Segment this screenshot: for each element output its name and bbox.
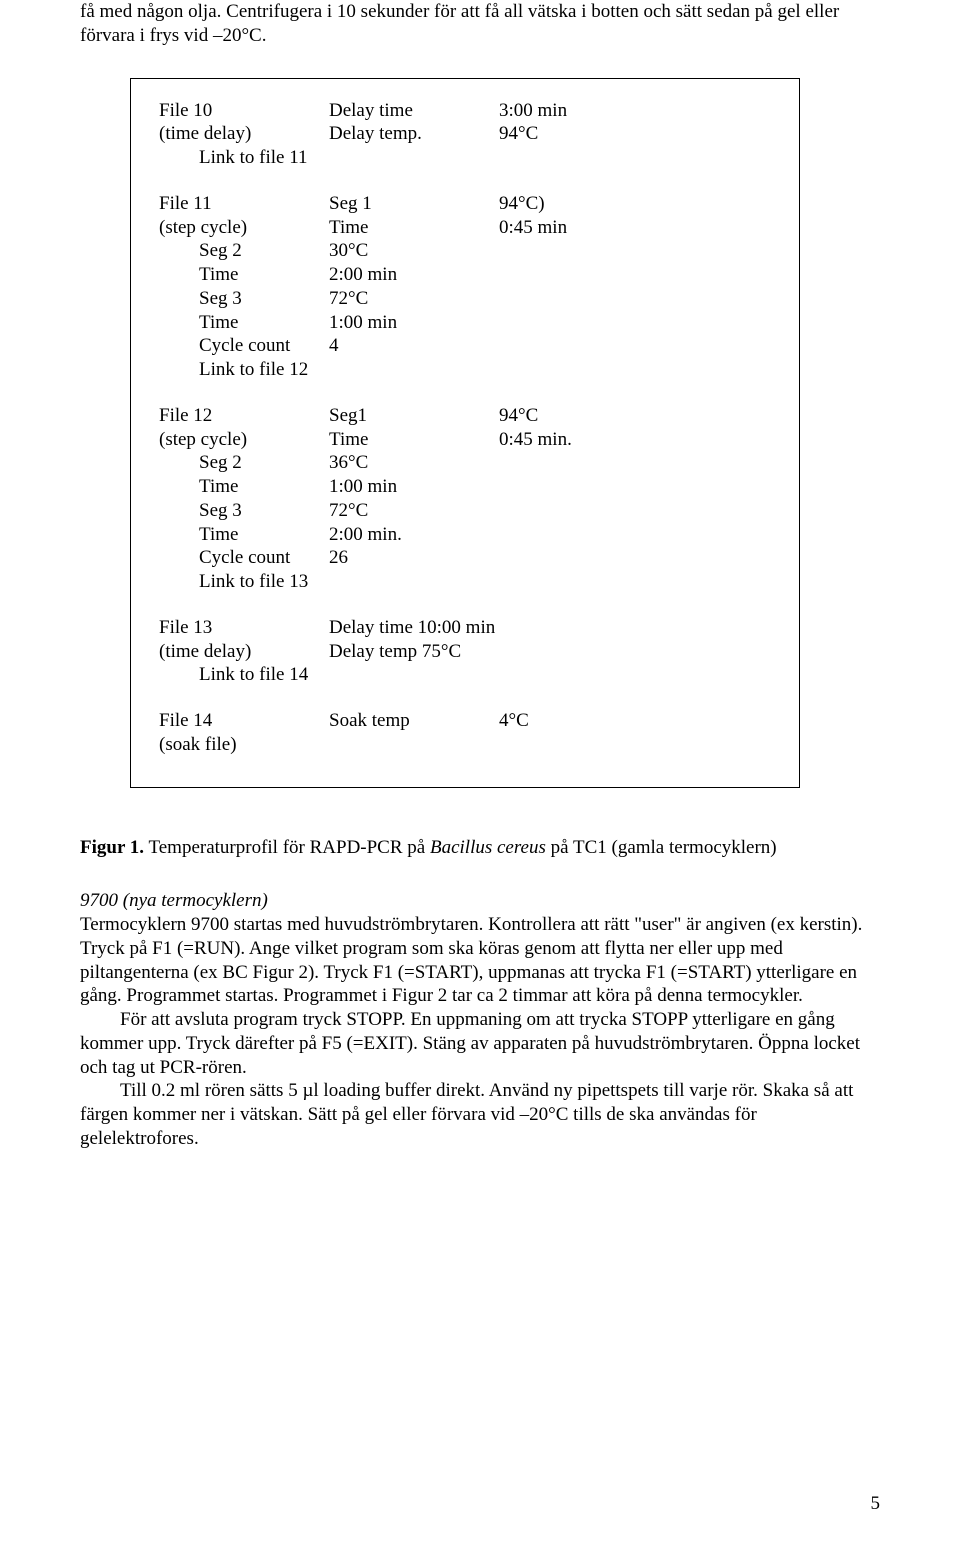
file12-seg1-label: Seg1 <box>329 404 499 428</box>
file11-label: File 11 <box>159 192 329 216</box>
file13-block: File 13 Delay time 10:00 min (time delay… <box>159 616 771 687</box>
figure-caption: Figur 1. Temperaturprofil för RAPD-PCR p… <box>80 836 880 860</box>
file11-row: Seg 3 <box>199 287 329 311</box>
file11-block: File 11 Seg 1 94°C) (step cycle) Time 0:… <box>159 192 771 382</box>
file12-row: Seg 3 <box>199 499 329 523</box>
file12-row: Time <box>199 523 329 547</box>
file11-row: Time <box>199 311 329 335</box>
file12-seg1-value: 94°C <box>499 404 649 428</box>
file12-type: (step cycle) <box>159 428 329 452</box>
file12-val: 72°C <box>329 499 499 523</box>
file12-block: File 12 Seg1 94°C (step cycle) Time 0:45… <box>159 404 771 594</box>
page: få med någon olja. Centrifugera i 10 sek… <box>0 0 960 1543</box>
file14-soak-value: 4°C <box>499 709 649 733</box>
file12-link: Link to file 13 <box>199 570 308 594</box>
file11-val: 1:00 min <box>329 311 499 335</box>
file14-soak-label: Soak temp <box>329 709 499 733</box>
file11-val: 2:00 min <box>329 263 499 287</box>
file13-link: Link to file 14 <box>199 663 308 687</box>
caption-text-b: på TC1 (gamla termocyklern) <box>546 837 777 858</box>
file12-row: Cycle count <box>199 546 329 570</box>
body-p3: Till 0.2 ml rören sätts 5 µl loading buf… <box>80 1079 880 1150</box>
file11-row: Seg 2 <box>199 239 329 263</box>
file13-delay-time: Delay time 10:00 min <box>329 616 649 640</box>
file10-type: (time delay) <box>159 122 329 146</box>
file11-seg1-value: 94°C) <box>499 192 649 216</box>
file13-label: File 13 <box>159 616 329 640</box>
page-number: 5 <box>871 1493 881 1515</box>
caption-text-a: Temperaturprofil för RAPD-PCR på <box>144 837 430 858</box>
file11-link: Link to file 12 <box>199 358 308 382</box>
file11-seg1-label: Seg 1 <box>329 192 499 216</box>
file12-val: 2:00 min. <box>329 523 499 547</box>
protocol-box: File 10 Delay time 3:00 min (time delay)… <box>130 78 800 788</box>
body-p2: För att avsluta program tryck STOPP. En … <box>80 1008 880 1079</box>
file12-val: 26 <box>329 546 499 570</box>
body-heading: 9700 (nya termocyklern) <box>80 889 880 913</box>
file11-row: Time <box>199 263 329 287</box>
file14-type: (soak file) <box>159 733 329 757</box>
file12-val: 1:00 min <box>329 475 499 499</box>
body-p1: Termocyklern 9700 startas med huvudström… <box>80 913 880 1008</box>
file10-link: Link to file 11 <box>199 146 308 170</box>
file13-delay-temp: Delay temp 75°C <box>329 640 649 664</box>
file11-val: 4 <box>329 334 499 358</box>
file11-val: 72°C <box>329 287 499 311</box>
file10-delay-temp-label: Delay temp. <box>329 122 499 146</box>
file11-time-value: 0:45 min <box>499 216 649 240</box>
file12-label: File 12 <box>159 404 329 428</box>
file13-type: (time delay) <box>159 640 329 664</box>
file12-val: 36°C <box>329 451 499 475</box>
file10-delay-time-label: Delay time <box>329 99 499 123</box>
file11-time-label: Time <box>329 216 499 240</box>
figure-label: Figur 1. <box>80 837 144 858</box>
file12-row: Seg 2 <box>199 451 329 475</box>
file14-block: File 14 Soak temp 4°C (soak file) <box>159 709 771 757</box>
file12-time-label: Time <box>329 428 499 452</box>
file11-type: (step cycle) <box>159 216 329 240</box>
intro-paragraph: få med någon olja. Centrifugera i 10 sek… <box>80 0 880 48</box>
file12-row: Time <box>199 475 329 499</box>
file10-delay-time-value: 3:00 min <box>499 99 649 123</box>
file10-label: File 10 <box>159 99 329 123</box>
body-section: 9700 (nya termocyklern) Termocyklern 970… <box>80 889 880 1150</box>
file14-label: File 14 <box>159 709 329 733</box>
file11-val: 30°C <box>329 239 499 263</box>
file12-time-value: 0:45 min. <box>499 428 649 452</box>
caption-italic: Bacillus cereus <box>430 837 546 858</box>
file10-block: File 10 Delay time 3:00 min (time delay)… <box>159 99 771 170</box>
file11-row: Cycle count <box>199 334 329 358</box>
file10-delay-temp-value: 94°C <box>499 122 649 146</box>
